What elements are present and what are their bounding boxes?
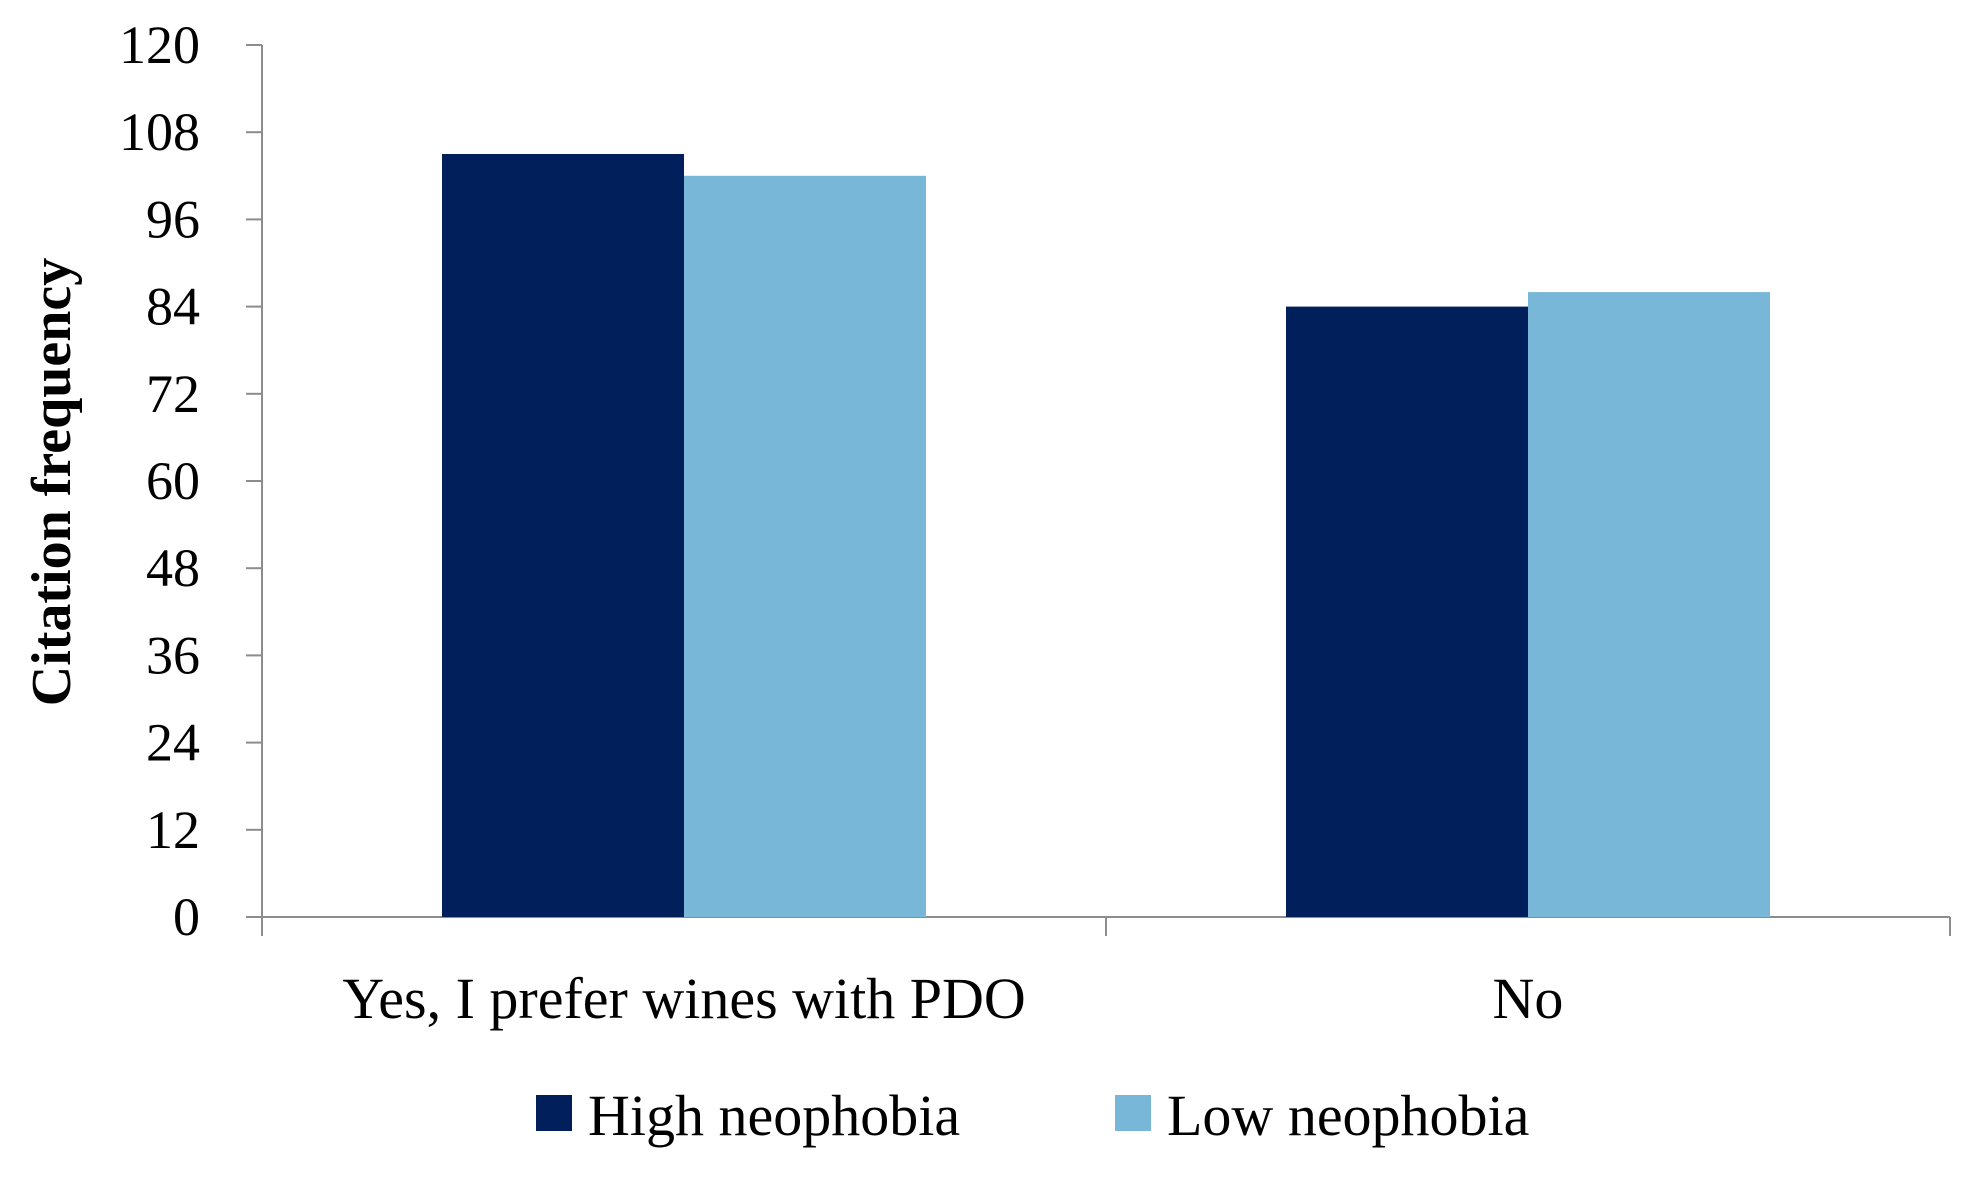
y-tick-label: 36	[146, 625, 200, 685]
x-category-label: No	[1493, 966, 1564, 1031]
bar	[442, 154, 684, 917]
bar	[1286, 306, 1528, 918]
y-tick-label: 60	[146, 451, 200, 511]
y-tick-label: 108	[119, 102, 200, 162]
bar	[684, 175, 926, 918]
y-tick-label: 96	[146, 189, 200, 249]
y-tick-label: 72	[146, 364, 200, 424]
y-tick-label: 120	[119, 15, 200, 75]
axis-labels: 0 12 24 36 48 60 72 84 96 108 120 Yes, I prefer win…	[119, 15, 1563, 1031]
bars	[442, 154, 1770, 918]
y-tick-label: 84	[146, 277, 200, 337]
y-tick-label: 24	[146, 713, 200, 773]
y-tick-label: 0	[173, 887, 200, 947]
legend: High neophobia Low neophobia	[536, 1083, 1529, 1148]
legend-swatch	[536, 1095, 572, 1131]
legend-swatch	[1115, 1095, 1151, 1131]
y-tick-label: 48	[146, 538, 200, 598]
y-axis-title: Citation frequency	[21, 258, 83, 707]
legend-label: Low neophobia	[1167, 1083, 1529, 1148]
legend-label: High neophobia	[588, 1083, 960, 1148]
x-category-label: Yes, I prefer wines with PDO	[342, 966, 1026, 1031]
bar	[1528, 292, 1770, 918]
y-tick-label: 12	[146, 800, 200, 860]
